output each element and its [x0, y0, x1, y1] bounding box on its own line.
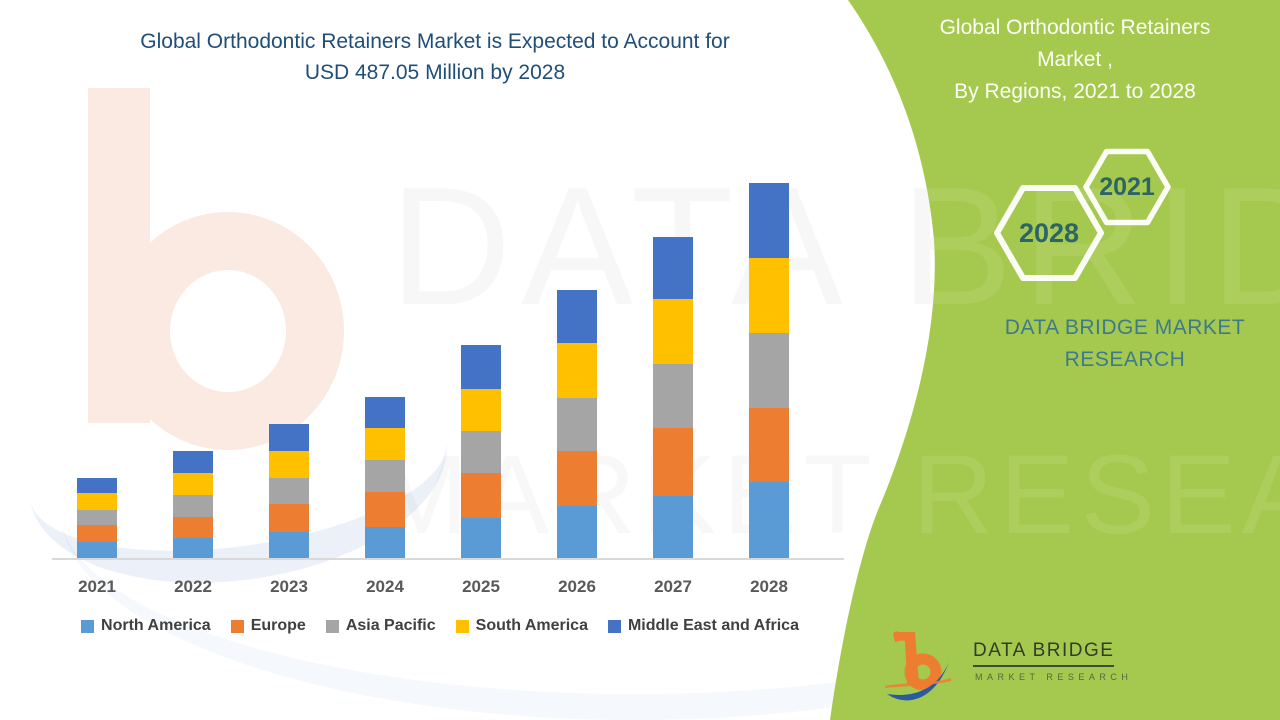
chart-legend: North America Europe Asia Pacific South Ame… — [30, 617, 850, 635]
legend-swatch-icon — [607, 619, 621, 633]
x-axis-label-2023: 2023 — [270, 577, 308, 596]
bar-2024-asia-pacific — [365, 460, 405, 493]
legend-label: Asia Pacific — [345, 617, 436, 634]
chart-title: Global Orthodontic Retainers Market is E… — [40, 26, 830, 88]
logo-name-text: DATA BRIDGE — [973, 640, 1115, 667]
x-axis-label-2021: 2021 — [78, 577, 116, 596]
legend-swatch-icon — [230, 619, 244, 633]
side-panel-title: Global Orthodontic Retainers Market , By… — [905, 12, 1245, 108]
bar-2024-north-america — [365, 527, 405, 559]
bar-2024 — [365, 397, 405, 559]
bar-2024-middle-east-and-africa — [365, 397, 405, 429]
legend-swatch-icon — [455, 619, 469, 633]
bar-2028-europe — [749, 408, 789, 482]
bar-2025-north-america — [461, 518, 501, 559]
legend-label: South America — [475, 617, 588, 634]
side-panel-title-line1: Global Orthodontic Retainers Market , — [939, 16, 1211, 71]
bar-2025-south-america — [461, 389, 501, 432]
bar-2028-north-america — [749, 482, 789, 558]
bar-2023 — [269, 423, 309, 558]
bar-2026-middle-east-and-africa — [557, 290, 597, 344]
legend-swatch-icon — [325, 619, 339, 633]
bar-2028-asia-pacific — [749, 333, 789, 408]
bar-2024-south-america — [365, 428, 405, 461]
legend-item-europe: Europe — [230, 617, 306, 635]
brand-text: DATA BRIDGE MARKET RESEARCH — [1004, 316, 1246, 371]
legend-label: Middle East and Africa — [627, 617, 799, 634]
bar-2026-europe — [557, 451, 597, 507]
bar-2023-middle-east-and-africa — [269, 423, 309, 451]
legend-item-south-america: South America — [455, 617, 588, 635]
bar-2025-asia-pacific — [461, 431, 501, 474]
bar-2021 — [77, 478, 117, 558]
bar-2025 — [461, 345, 501, 559]
bar-2021-north-america — [77, 542, 117, 558]
bar-2026-north-america — [557, 506, 597, 558]
side-panel-title-line2: By Regions, 2021 to 2028 — [954, 80, 1196, 103]
bar-2026-south-america — [557, 343, 597, 399]
x-axis-label-2028: 2028 — [750, 577, 788, 596]
bar-2027-south-america — [653, 299, 693, 364]
hexagon-label-2028: 2028 — [1018, 218, 1080, 248]
stacked-bar-plot: 2021 2022 2023 2024 2025 2026 2027 2028 — [77, 183, 789, 596]
legend-label: Europe — [250, 617, 306, 634]
legend-label: North America — [101, 617, 211, 634]
x-axis-line — [52, 558, 844, 560]
hexagon-badges — [994, 148, 1171, 281]
bar-2022-north-america — [173, 537, 213, 558]
legend-item-north-america: North America — [81, 617, 211, 635]
bar-2022-middle-east-and-africa — [173, 450, 213, 473]
bar-2021-middle-east-and-africa — [77, 478, 117, 493]
bar-2026-asia-pacific — [557, 398, 597, 452]
hexagon-label-2021: 2021 — [1099, 173, 1155, 201]
x-axis-label-2026: 2026 — [558, 577, 596, 596]
bar-2024-europe — [365, 492, 405, 528]
bar-2023-europe — [269, 503, 309, 532]
bar-2025-europe — [461, 473, 501, 519]
bar-2028-south-america — [749, 258, 789, 333]
hexagon-2021-outline — [1083, 148, 1171, 226]
x-axis-label-2027: 2027 — [654, 577, 692, 596]
legend-item-middle-east-and-africa: Middle East and Africa — [607, 617, 799, 635]
bar-2023-asia-pacific — [269, 477, 309, 504]
bar-2022 — [173, 450, 213, 558]
bar-2022-asia-pacific — [173, 494, 213, 517]
bar-2023-north-america — [269, 531, 309, 558]
bar-2027-asia-pacific — [653, 364, 693, 428]
bar-2028-middle-east-and-africa — [749, 183, 789, 258]
logo-sub-text: MARKET RESEARCH — [975, 672, 1133, 682]
bar-2022-europe — [173, 516, 213, 538]
bar-2022-south-america — [173, 472, 213, 495]
bar-2027-middle-east-and-africa — [653, 237, 693, 300]
bar-2021-europe — [77, 525, 117, 542]
chart-title-line1: Global Orthodontic Retainers Market is E… — [140, 30, 730, 53]
x-axis-label-2024: 2024 — [366, 577, 404, 596]
bar-2025-middle-east-and-africa — [461, 345, 501, 390]
bar-2027-north-america — [653, 495, 693, 558]
logo-b-icon — [885, 631, 951, 701]
x-axis-label-2025: 2025 — [462, 577, 500, 596]
hexagon-2028-outline — [994, 185, 1104, 281]
chart-title-line2: USD 487.05 Million by 2028 — [304, 61, 566, 84]
bar-2023-south-america — [269, 450, 309, 478]
bar-2021-asia-pacific — [77, 510, 117, 525]
bar-2027 — [653, 237, 693, 558]
bar-2028 — [749, 183, 789, 558]
bar-2021-south-america — [77, 493, 117, 510]
bar-2027-europe — [653, 427, 693, 496]
legend-item-asia-pacific: Asia Pacific — [325, 617, 436, 635]
company-logo: DATA BRIDGE MARKET RESEARCH — [885, 628, 1175, 708]
x-axis-label-2022: 2022 — [174, 577, 212, 596]
legend-swatch-icon — [81, 619, 95, 633]
bar-2026 — [557, 290, 597, 558]
